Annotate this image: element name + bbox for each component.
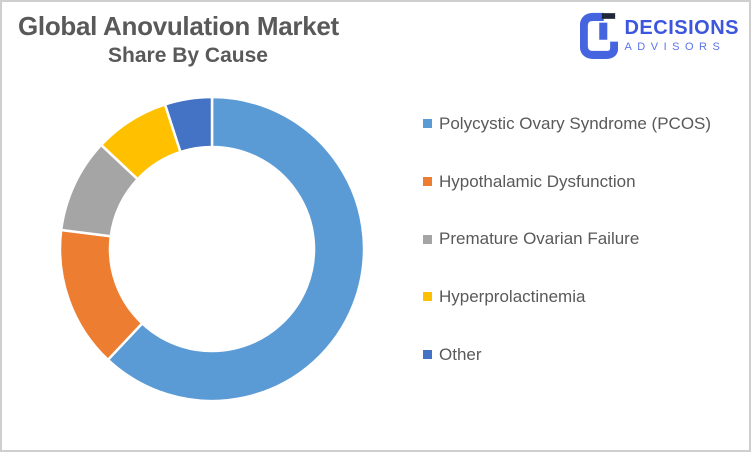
donut-segment-4[interactable]	[163, 95, 214, 154]
chart-title-line2: Share By Cause	[108, 44, 268, 67]
donut-segment-0[interactable]	[106, 95, 366, 403]
chart-title-line1: Global Anovulation Market	[18, 11, 339, 41]
legend: Polycystic Ovary Syndrome (PCOS) Hypotha…	[423, 95, 711, 383]
legend-swatch-icon	[423, 350, 432, 360]
legend-swatch-icon	[423, 292, 432, 302]
logo-text: DECISIONS ADVISORS	[624, 17, 739, 54]
legend-item-0[interactable]: Polycystic Ovary Syndrome (PCOS)	[423, 95, 711, 153]
legend-label: Other	[439, 344, 482, 364]
legend-item-1[interactable]: Hypothalamic Dysfunction	[423, 153, 711, 211]
legend-label: Polycystic Ovary Syndrome (PCOS)	[439, 113, 712, 133]
legend-label: Hypothalamic Dysfunction	[439, 171, 636, 191]
logo-g-stroke	[580, 12, 619, 59]
logo-g-dark-bar	[602, 13, 616, 19]
legend-swatch-icon	[423, 234, 432, 244]
legend-label: Premature Ovarian Failure	[439, 229, 640, 249]
legend-item-4[interactable]: Other	[423, 326, 711, 384]
decisions-advisors-logo: DECISIONS ADVISORS	[580, 11, 739, 59]
donut-chart-area	[22, 59, 402, 439]
donut-chart	[58, 95, 366, 403]
logo-wordmark: DECISIONS	[624, 16, 739, 39]
legend-item-3[interactable]: Hyperprolactinemia	[423, 268, 711, 326]
legend-swatch-icon	[423, 119, 432, 129]
legend-swatch-icon	[423, 177, 432, 187]
legend-item-2[interactable]: Premature Ovarian Failure	[423, 210, 711, 268]
chart-title: Global Anovulation Market Share By Cause	[18, 11, 358, 68]
logo-g-mark-icon	[580, 12, 619, 59]
legend-label: Hyperprolactinemia	[439, 286, 586, 306]
logo-subtitle: ADVISORS	[624, 40, 726, 53]
